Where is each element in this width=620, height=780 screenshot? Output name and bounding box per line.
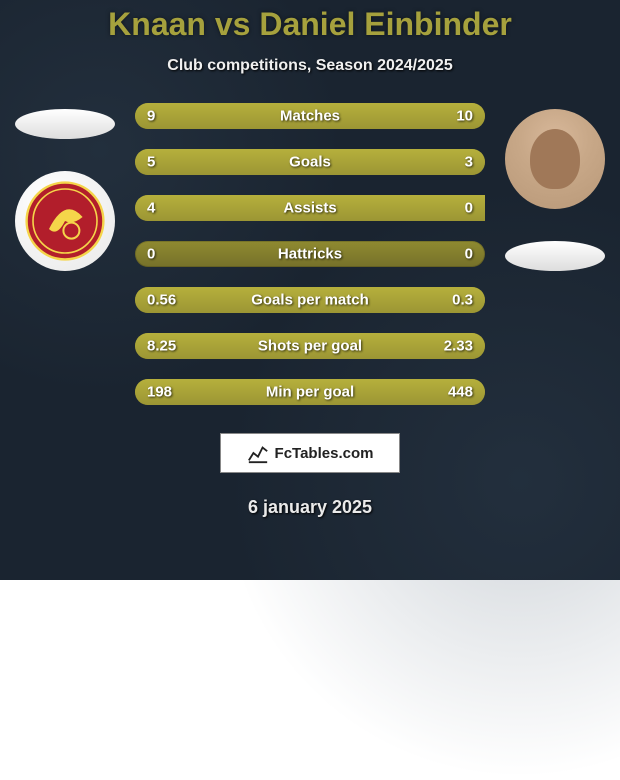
stat-label: Matches	[280, 108, 340, 125]
player-left-name-plate	[15, 109, 115, 139]
stat-value-right: 10	[456, 108, 473, 125]
comparison-subtitle: Club competitions, Season 2024/2025	[0, 57, 620, 75]
snapshot-date: 6 january 2025	[0, 497, 620, 518]
stat-value-left: 5	[147, 154, 155, 171]
stat-value-left: 0	[147, 246, 155, 263]
stat-value-left: 9	[147, 108, 155, 125]
stat-row-min-per-goal: 198 448 Min per goal	[135, 379, 485, 405]
stat-value-left: 0.56	[147, 292, 176, 309]
stat-bars: 9 10 Matches 5 3 Goals 4 0 Assists 0 0 Hattricks 0.5…	[135, 103, 485, 405]
stat-value-right: 0	[465, 200, 473, 217]
stat-value-left: 8.25	[147, 338, 176, 355]
stat-value-left: 4	[147, 200, 155, 217]
player-right-column	[505, 103, 605, 271]
stat-label: Goals	[289, 154, 331, 171]
stat-label: Goals per match	[251, 292, 369, 309]
player-left-crest	[15, 171, 115, 271]
comparison-title: Knaan vs Daniel Einbinder	[0, 6, 620, 43]
brand-badge[interactable]: FcTables.com	[220, 433, 400, 473]
stat-row-shots-per-goal: 8.25 2.33 Shots per goal	[135, 333, 485, 359]
stat-row-assists: 4 0 Assists	[135, 195, 485, 221]
brand-chart-icon	[247, 442, 269, 464]
stat-label: Min per goal	[266, 384, 354, 401]
player-left-column	[15, 103, 115, 271]
stat-value-right: 2.33	[444, 338, 473, 355]
stat-label: Shots per goal	[258, 338, 362, 355]
stat-value-left: 198	[147, 384, 172, 401]
stat-row-goals-per-match: 0.56 0.3 Goals per match	[135, 287, 485, 313]
stat-fill-left	[135, 103, 300, 129]
stat-row-hattricks: 0 0 Hattricks	[135, 241, 485, 267]
stat-value-right: 0	[465, 246, 473, 263]
stat-row-goals: 5 3 Goals	[135, 149, 485, 175]
stat-label: Assists	[283, 200, 336, 217]
brand-label: FcTables.com	[275, 445, 374, 462]
stat-value-right: 448	[448, 384, 473, 401]
club-crest-icon	[25, 181, 105, 261]
stat-row-matches: 9 10 Matches	[135, 103, 485, 129]
stat-value-right: 0.3	[452, 292, 473, 309]
player-right-name-plate	[505, 241, 605, 271]
stat-label: Hattricks	[278, 246, 342, 263]
stat-value-right: 3	[465, 154, 473, 171]
player-right-photo	[505, 109, 605, 209]
